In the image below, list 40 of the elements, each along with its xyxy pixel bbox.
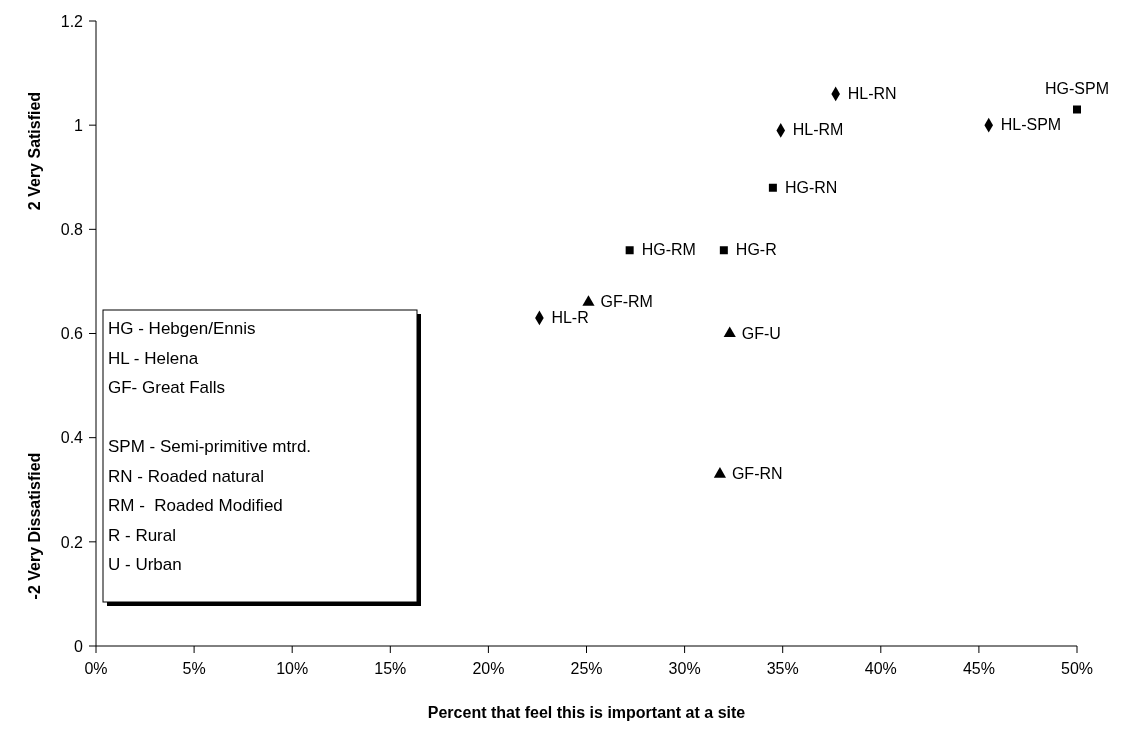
point [1073, 105, 1081, 114]
y-tick-label: 1.2 [60, 12, 84, 30]
annotation: GF-RM [600, 293, 653, 311]
annotation: HL-RN [847, 84, 897, 102]
text: HG - Hebgen/Ennis HL - Helena GF- Great Falls SPM - Semi-primitive mtrd. RN - Roaded natural RM - Roaded Modified R - Rural U - Urban [108, 319, 312, 574]
point [625, 246, 634, 255]
y-tick-label: 1 [74, 116, 84, 134]
point [582, 295, 595, 306]
annotation: HL-RM [792, 121, 844, 139]
point [768, 183, 777, 192]
y-axis-title: 2 Very Satisfied [26, 91, 43, 211]
point [713, 467, 726, 478]
x-tick-label: 0% [84, 660, 108, 678]
x-tick-label: 45% [962, 660, 995, 678]
text: -2 Very Dissatisfied [26, 452, 43, 600]
x-tick-label: 25% [570, 660, 603, 678]
x-tick-label: 35% [766, 660, 799, 678]
x-axis-title: Percent that feel this is important at a site [427, 704, 746, 721]
y-tick-label: 0 [74, 637, 84, 655]
x-tick-label: 20% [472, 660, 505, 678]
annotation: GF-U [741, 324, 781, 342]
annotation: HL-SPM [1000, 116, 1062, 134]
x-tick-label: 10% [276, 660, 309, 678]
x-tick-label: 5% [182, 660, 206, 678]
y-tick-label: 0.4 [60, 429, 84, 447]
y-tick-label: 0.6 [60, 325, 84, 343]
annotation: HG-R [735, 241, 777, 259]
x-tick-label: 40% [864, 660, 897, 678]
point [719, 246, 728, 255]
annotation: HG-RN [784, 178, 838, 196]
point [723, 326, 736, 338]
x-tick-label: 30% [668, 660, 701, 678]
annotation: HG-RM [641, 241, 696, 259]
x-tick-label: 50% [1060, 660, 1094, 678]
annotation: GF-RN [731, 465, 783, 483]
annotation: HL-R [551, 308, 589, 326]
annotation: HG-SPM [1045, 79, 1109, 97]
y-tick-label: 0.2 [60, 533, 84, 551]
x-tick-label: 15% [374, 660, 407, 678]
y-tick-label: 0.8 [60, 221, 84, 239]
